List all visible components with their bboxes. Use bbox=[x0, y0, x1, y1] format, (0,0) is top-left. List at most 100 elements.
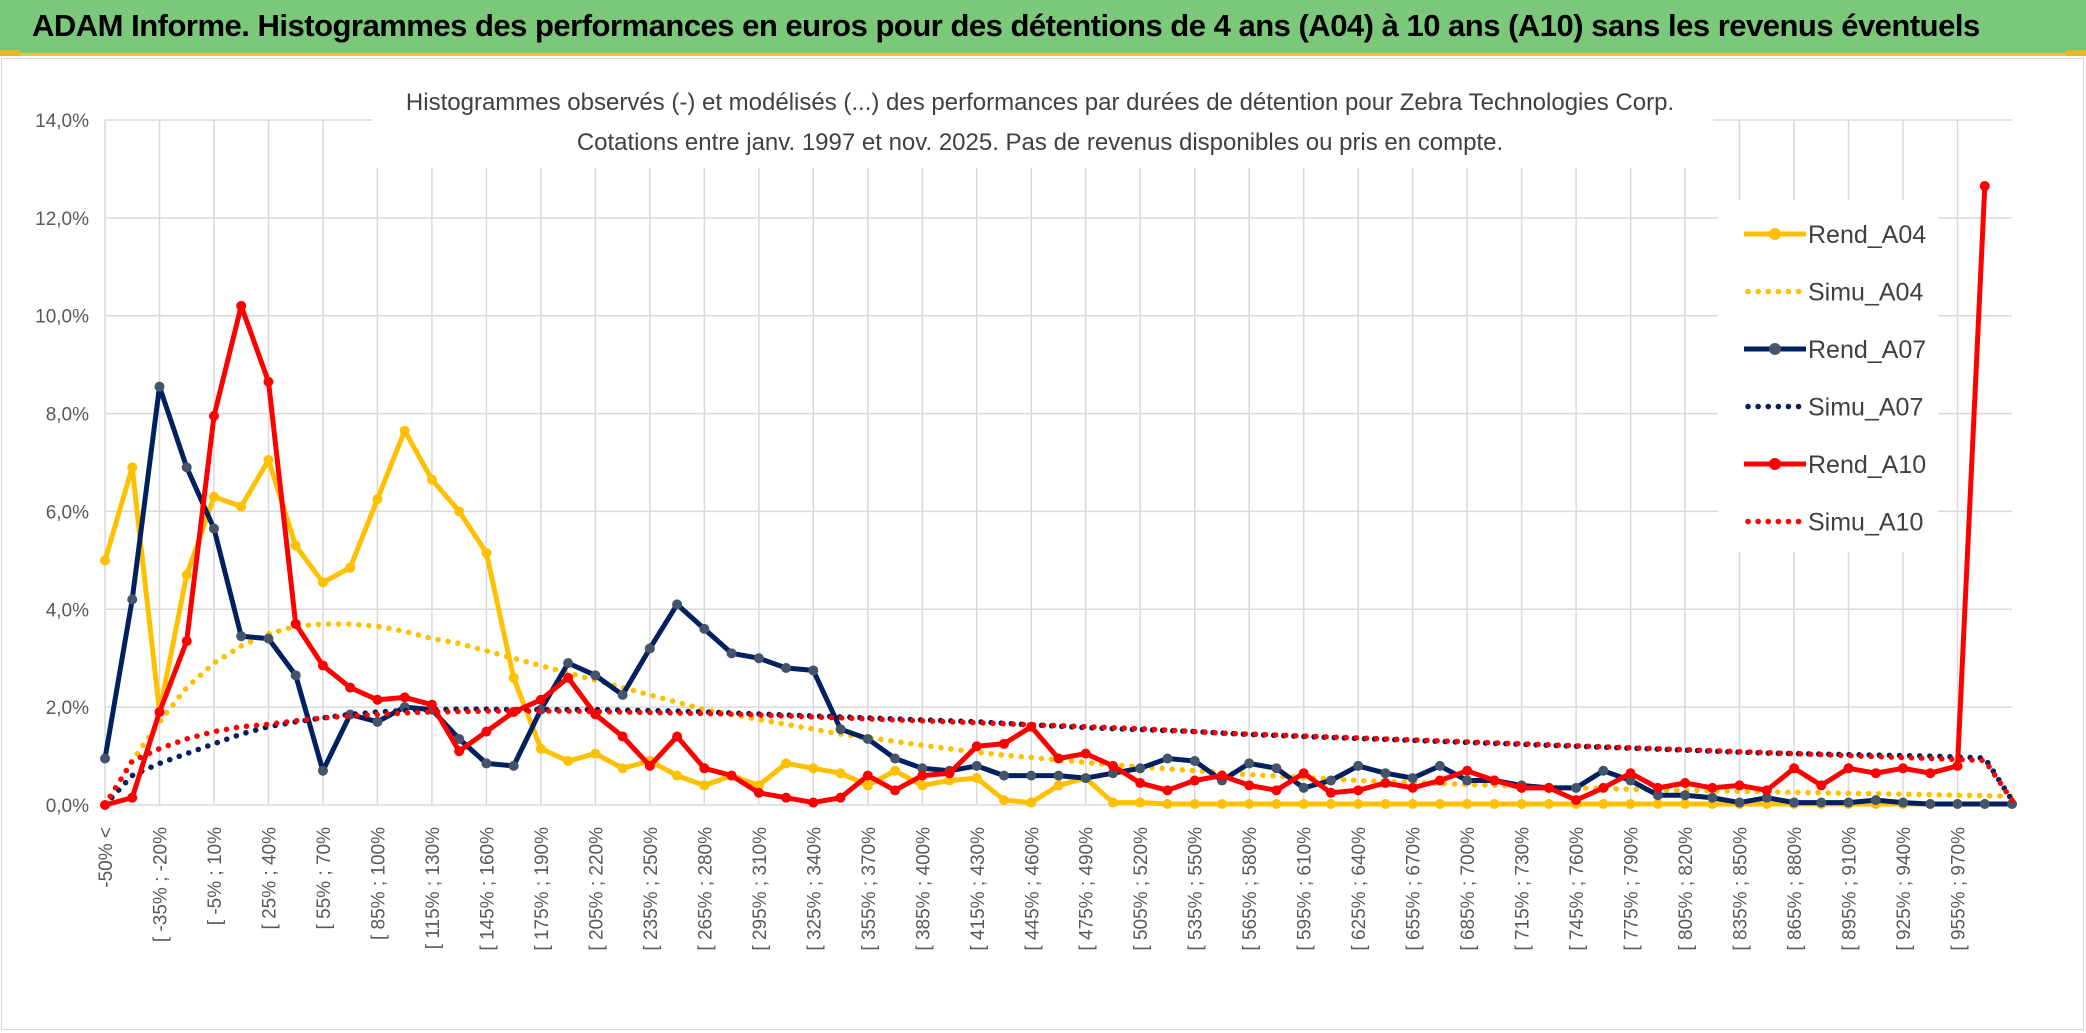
data-point-rend-a07 bbox=[1598, 765, 1609, 776]
data-point-rend-a07 bbox=[317, 765, 328, 776]
data-point-rend-a07 bbox=[154, 381, 165, 392]
data-point-rend-a07 bbox=[1625, 775, 1636, 786]
data-point-rend-a04 bbox=[1598, 799, 1609, 810]
data-point-rend-a10 bbox=[1271, 785, 1282, 796]
series-line-simu-a04 bbox=[102, 621, 2015, 808]
data-point-rend-a04 bbox=[1489, 799, 1500, 810]
legend-label-simu-a07: Simu_A07 bbox=[1808, 394, 1923, 422]
x-tick-label: -50% < bbox=[96, 827, 117, 888]
data-point-rend-a10 bbox=[1625, 768, 1636, 779]
data-point-rend-a10 bbox=[1407, 782, 1418, 793]
legend-label-rend-a04: Rend_A04 bbox=[1808, 221, 1926, 249]
x-tick-label: [ 385% ; 400% bbox=[913, 827, 934, 951]
data-point-rend-a10 bbox=[1516, 782, 1527, 793]
data-point-rend-a10 bbox=[944, 768, 955, 779]
data-point-rend-a04 bbox=[127, 462, 138, 473]
y-tick-label: 8,0% bbox=[46, 405, 89, 426]
data-point-rend-a10 bbox=[1979, 181, 1990, 192]
data-point-rend-a07 bbox=[1026, 770, 1037, 781]
data-point-rend-a07 bbox=[1053, 770, 1064, 781]
x-tick-label: [ 295% ; 310% bbox=[750, 827, 771, 951]
data-point-rend-a07 bbox=[481, 758, 492, 769]
data-point-rend-a07 bbox=[672, 599, 683, 610]
data-point-rend-a04 bbox=[1244, 799, 1255, 810]
data-point-rend-a04 bbox=[1680, 799, 1691, 810]
data-point-rend-a07 bbox=[808, 665, 819, 676]
data-point-rend-a07 bbox=[508, 760, 519, 771]
data-point-rend-a10 bbox=[1952, 760, 1963, 771]
data-point-rend-a07 bbox=[1652, 790, 1663, 801]
data-point-rend-a04 bbox=[890, 765, 901, 776]
data-point-rend-a10 bbox=[808, 797, 819, 808]
data-point-rend-a04 bbox=[1189, 799, 1200, 810]
data-point-rend-a04 bbox=[835, 768, 846, 779]
data-point-rend-a04 bbox=[590, 748, 601, 759]
data-point-rend-a07 bbox=[617, 689, 628, 700]
x-tick-label: [ 685% ; 700% bbox=[1458, 827, 1479, 951]
x-tick-label: [ 625% ; 640% bbox=[1349, 827, 1370, 951]
x-tick-label: [ 595% ; 610% bbox=[1295, 827, 1316, 951]
data-point-rend-a04 bbox=[426, 474, 437, 485]
data-point-rend-a07 bbox=[1298, 782, 1309, 793]
x-tick-label: [ 145% ; 160% bbox=[477, 827, 498, 951]
data-point-rend-a07 bbox=[1843, 797, 1854, 808]
data-point-rend-a07 bbox=[917, 763, 928, 774]
data-point-rend-a10 bbox=[1816, 780, 1827, 791]
chart-subtitle: Cotations entre janv. 1997 et nov. 2025.… bbox=[577, 129, 1503, 156]
legend-marker-rend-a07 bbox=[1769, 343, 1781, 355]
data-point-rend-a10 bbox=[726, 770, 737, 781]
data-point-rend-a04 bbox=[1462, 799, 1473, 810]
data-point-rend-a04 bbox=[1325, 799, 1336, 810]
data-point-rend-a10 bbox=[1789, 763, 1800, 774]
data-point-rend-a07 bbox=[100, 753, 110, 764]
data-point-rend-a07 bbox=[454, 733, 465, 744]
data-point-rend-a07 bbox=[1789, 797, 1800, 808]
data-point-rend-a10 bbox=[672, 731, 683, 742]
legend-marker-rend-a04 bbox=[1769, 228, 1781, 240]
data-point-rend-a10 bbox=[1325, 787, 1336, 798]
data-point-rend-a10 bbox=[1353, 785, 1364, 796]
data-point-rend-a04 bbox=[917, 780, 928, 791]
data-point-rend-a10 bbox=[127, 792, 138, 803]
data-point-rend-a07 bbox=[1761, 792, 1772, 803]
data-point-rend-a07 bbox=[1107, 768, 1118, 779]
data-point-rend-a10 bbox=[1707, 782, 1718, 793]
data-point-rend-a04 bbox=[263, 455, 274, 466]
data-point-rend-a04 bbox=[1625, 799, 1636, 810]
data-point-rend-a07 bbox=[835, 724, 846, 735]
data-point-rend-a04 bbox=[753, 780, 764, 791]
legend-background bbox=[1718, 200, 1938, 552]
data-point-rend-a07 bbox=[1353, 760, 1364, 771]
data-point-rend-a07 bbox=[1979, 799, 1990, 810]
data-point-rend-a10 bbox=[508, 707, 519, 718]
data-point-rend-a10 bbox=[563, 672, 574, 683]
data-point-rend-a04 bbox=[345, 562, 356, 573]
chart-series bbox=[100, 181, 2017, 810]
data-point-rend-a04 bbox=[399, 425, 410, 436]
data-point-rend-a10 bbox=[399, 692, 410, 703]
data-point-rend-a04 bbox=[535, 743, 546, 754]
data-point-rend-a04 bbox=[290, 540, 301, 551]
data-point-rend-a07 bbox=[644, 643, 655, 654]
data-point-rend-a04 bbox=[1107, 797, 1118, 808]
x-tick-label: [ 175% ; 190% bbox=[532, 827, 553, 951]
data-point-rend-a10 bbox=[1870, 768, 1881, 779]
chart-title: Histogrammes observés (-) et modélisés (… bbox=[406, 89, 1674, 116]
data-point-rend-a10 bbox=[1380, 777, 1391, 788]
x-tick-label: [ 415% ; 430% bbox=[968, 827, 989, 951]
data-point-rend-a07 bbox=[1189, 755, 1200, 766]
data-point-rend-a07 bbox=[2007, 799, 2017, 810]
data-point-rend-a07 bbox=[753, 653, 764, 664]
data-point-rend-a04 bbox=[1162, 799, 1173, 810]
data-point-rend-a04 bbox=[617, 763, 628, 774]
data-point-rend-a10 bbox=[971, 741, 982, 752]
y-tick-label: 4,0% bbox=[46, 600, 89, 621]
data-point-rend-a10 bbox=[1080, 748, 1091, 759]
data-point-rend-a10 bbox=[1925, 768, 1936, 779]
data-point-rend-a07 bbox=[181, 462, 192, 473]
y-tick-label: 12,0% bbox=[35, 209, 89, 230]
legend-label-simu-a10: Simu_A10 bbox=[1808, 509, 1923, 537]
data-point-rend-a10 bbox=[208, 411, 219, 422]
data-point-rend-a10 bbox=[1734, 780, 1745, 791]
